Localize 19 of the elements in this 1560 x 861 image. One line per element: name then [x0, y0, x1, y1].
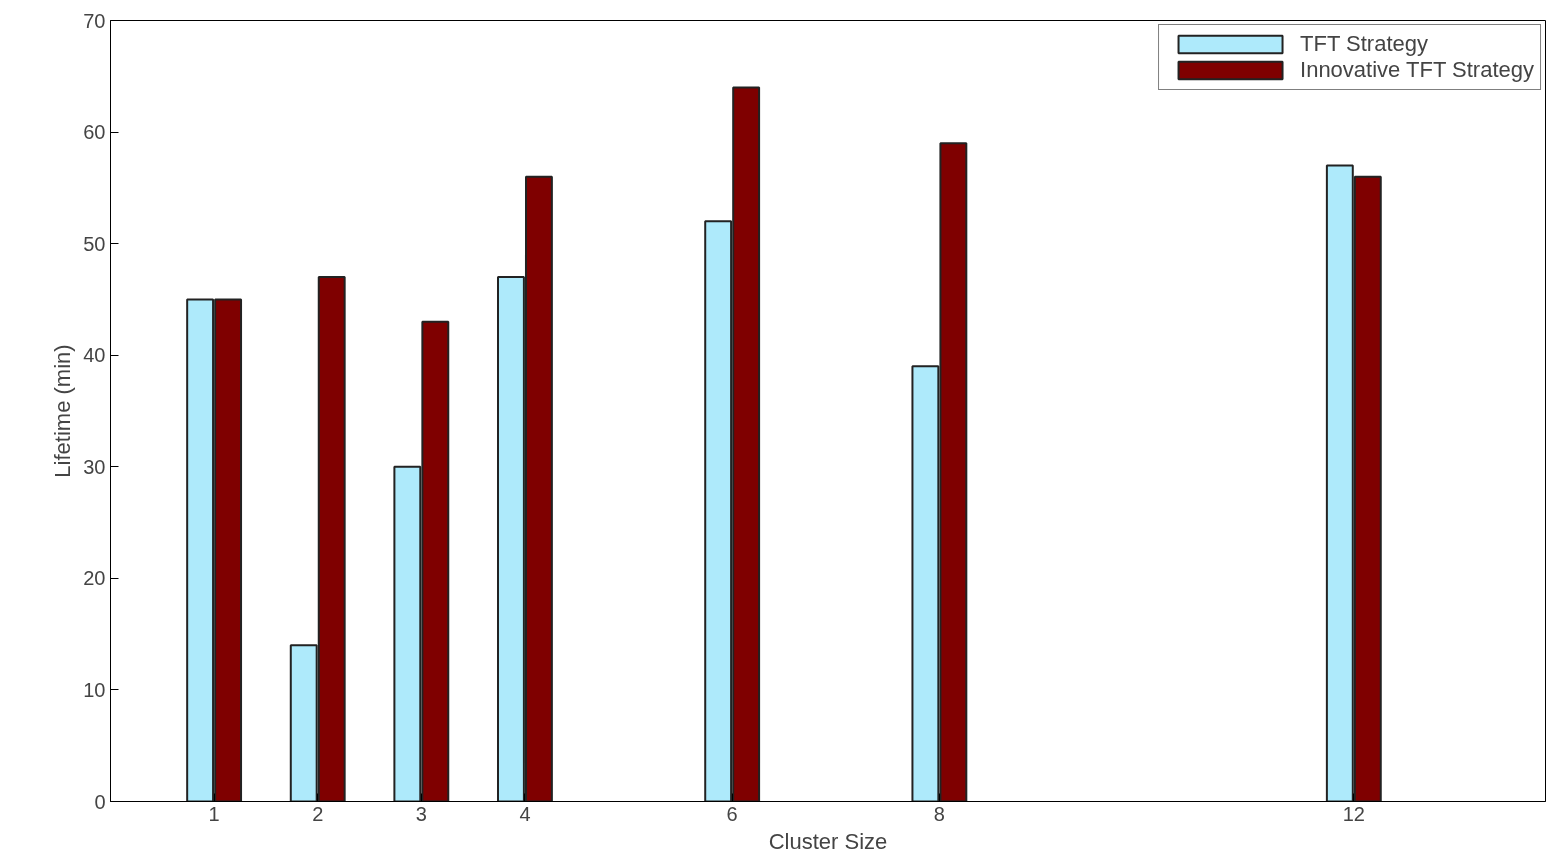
y-tick-label: 60 — [83, 121, 106, 144]
y-tick-label: 20 — [83, 567, 106, 590]
legend-label: TFT Strategy — [1300, 31, 1428, 57]
y-tick-label: 40 — [83, 344, 106, 367]
y-tick-label: 70 — [83, 9, 106, 32]
y-axis-title: Lifetime (min) — [50, 344, 76, 478]
x-tick-label: 2 — [312, 802, 324, 825]
x-axis-title: Cluster Size — [768, 828, 888, 854]
x-tick-label: 6 — [726, 802, 738, 825]
x-tick-label: 3 — [415, 802, 427, 825]
legend-label: Innovative TFT Strategy — [1300, 57, 1534, 83]
y-tick-label: 50 — [83, 232, 106, 255]
y-tick-label: 0 — [94, 790, 106, 813]
x-tick-label: 1 — [208, 802, 220, 825]
x-tick-label: 12 — [1342, 802, 1365, 825]
x-tick-label: 4 — [519, 802, 531, 825]
x-tick-label: 8 — [933, 802, 945, 825]
y-tick-label: 30 — [83, 455, 106, 478]
y-tick-label: 10 — [83, 678, 106, 701]
